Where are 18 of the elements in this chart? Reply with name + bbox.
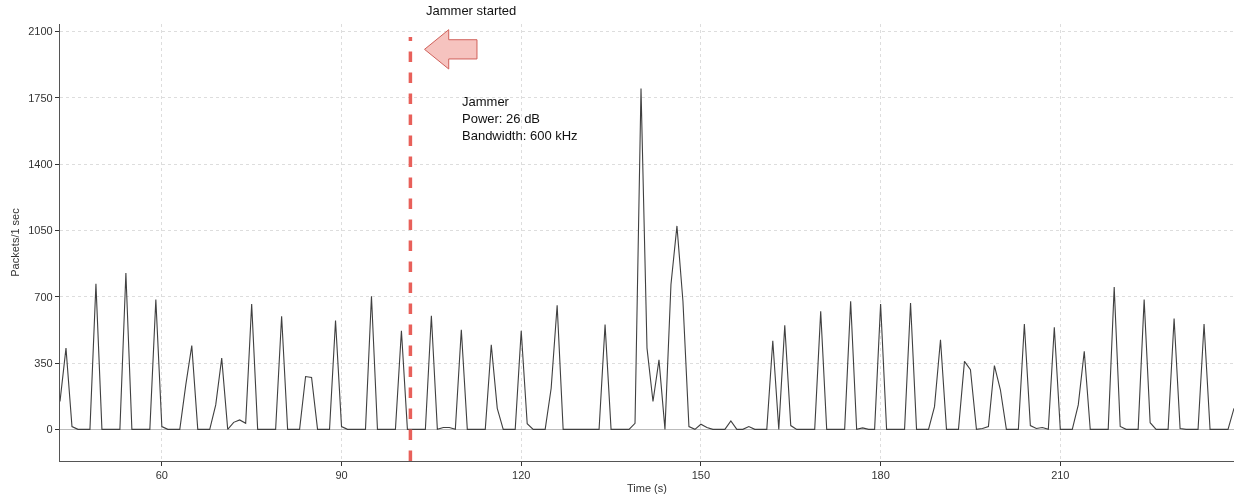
y-tick-label: 0 — [46, 423, 53, 436]
ref-line-label: Jammer started — [426, 3, 517, 18]
x-tick-label: 210 — [1051, 469, 1070, 482]
y-tick-label: 700 — [34, 290, 53, 303]
y-tick-label: 1750 — [28, 91, 53, 104]
x-tick-label: 90 — [335, 469, 348, 482]
y-tick-label: 1400 — [28, 158, 53, 171]
y-tick-label: 2100 — [28, 25, 53, 38]
x-tick-label: 180 — [871, 469, 890, 482]
x-axis-title: Time (s) — [627, 482, 667, 495]
x-tick-label: 150 — [691, 469, 711, 482]
y-tick-label: 350 — [34, 356, 53, 369]
x-tick-label: 60 — [155, 469, 168, 482]
annotation: Jammer Power: 26 dB Bandwidth: 600 kHz — [462, 94, 578, 143]
line-series — [60, 87, 1234, 430]
x-tick-label: 120 — [512, 469, 531, 482]
y-tick-label: 1050 — [28, 224, 53, 237]
y-axis-title: Packets/1 sec — [8, 207, 21, 277]
